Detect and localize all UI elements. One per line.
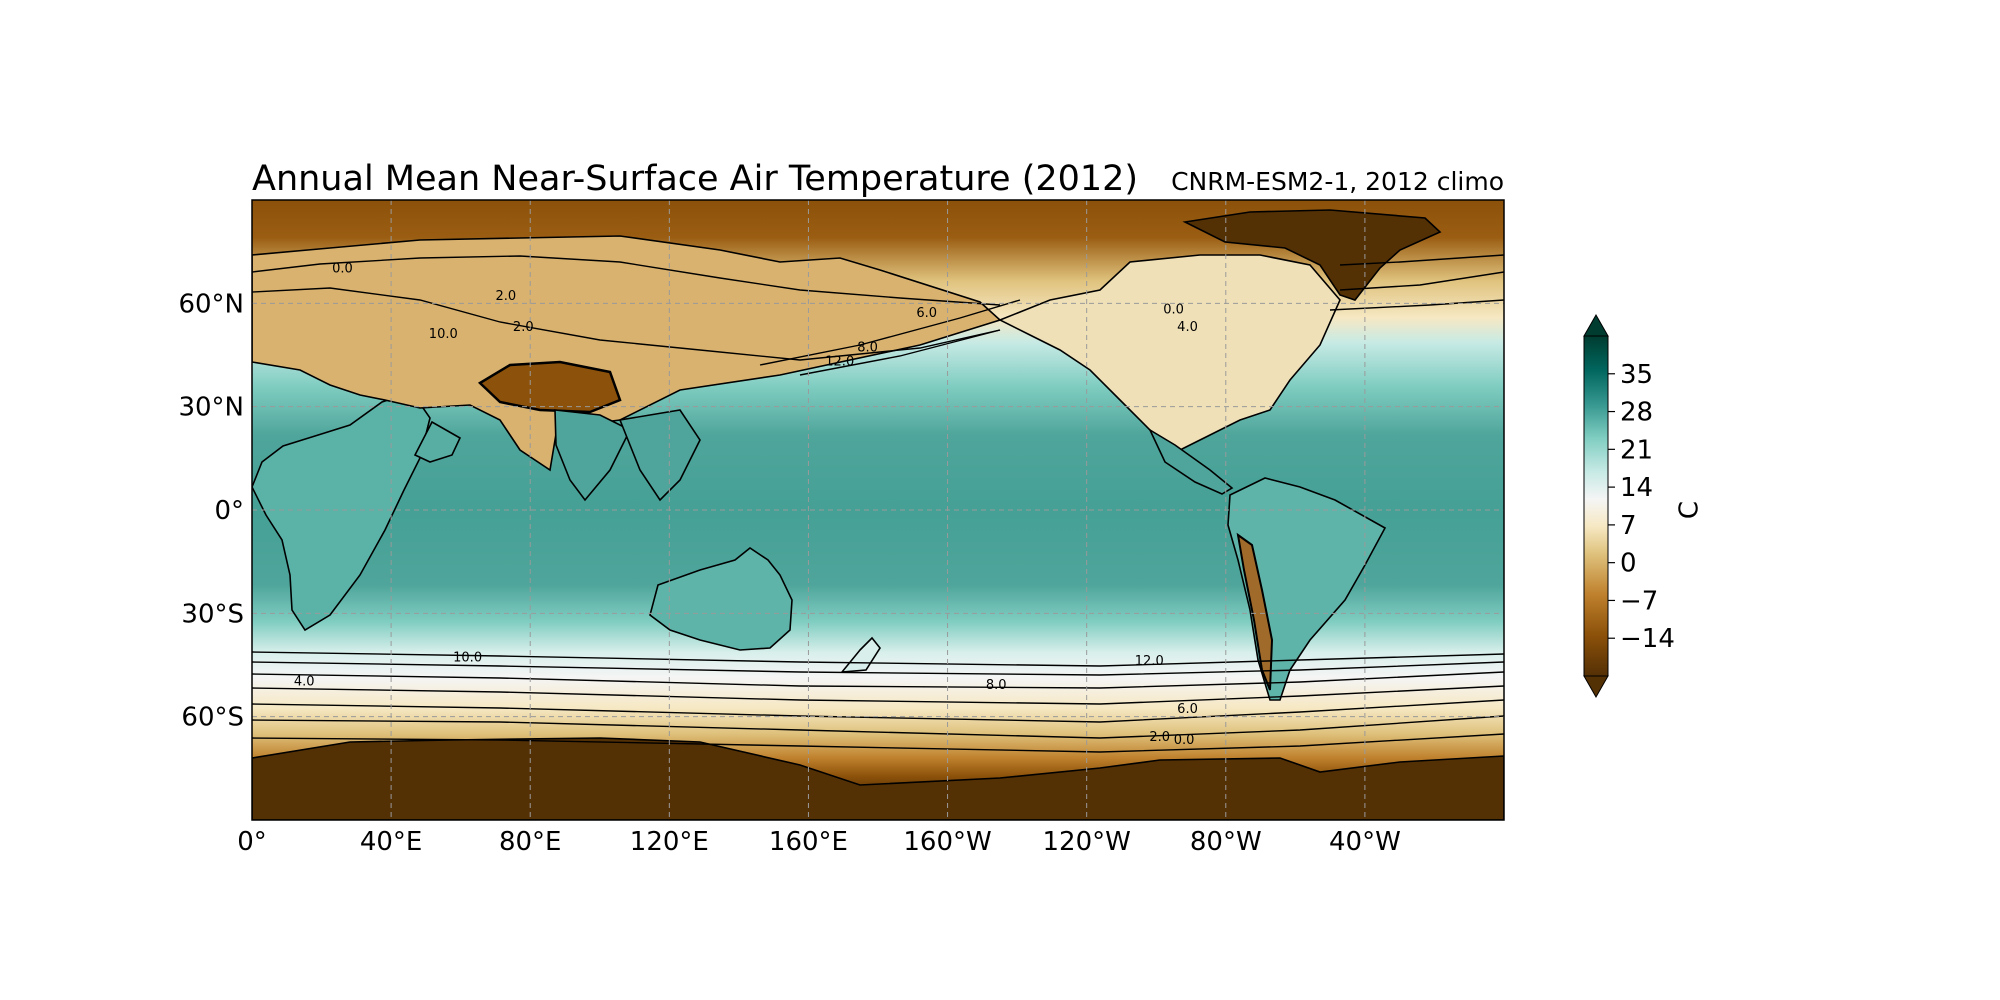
colorbar: 35 28 21 14 7 0 −7 −14 C bbox=[1583, 313, 1705, 699]
contour-line bbox=[252, 287, 1001, 361]
colorbar-tick-label: 35 bbox=[1620, 360, 1653, 390]
latitude-tick-label: 30°N bbox=[178, 393, 244, 423]
contour-line bbox=[252, 671, 1504, 689]
contour-value-label: 0.0 bbox=[332, 261, 353, 276]
longitude-tick-label: 120°E bbox=[630, 827, 709, 857]
contour-line bbox=[1329, 299, 1504, 311]
contour-value-label: 10.0 bbox=[429, 327, 458, 342]
longitude-tick-label: 40°E bbox=[360, 827, 423, 857]
longitude-tick-label: 80°E bbox=[499, 827, 562, 857]
longitude-tick-label: 160°E bbox=[769, 827, 848, 857]
latitude-tick-label: 30°S bbox=[181, 599, 244, 629]
contour-line bbox=[252, 715, 1504, 739]
map-title: Annual Mean Near-Surface Air Temperature… bbox=[252, 159, 1138, 199]
north-america-landmass bbox=[998, 254, 1341, 457]
colorbar-ticks: 35 28 21 14 7 0 −7 −14 bbox=[1608, 360, 1675, 654]
contour-value-label: 2.0 bbox=[513, 320, 534, 335]
contour-value-label: 4.0 bbox=[294, 675, 315, 690]
arabia-landmass bbox=[413, 420, 462, 463]
longitude-tick-label: 120°W bbox=[1042, 827, 1130, 857]
latitude-tick-label: 60°S bbox=[181, 703, 244, 733]
contour-line bbox=[252, 255, 1001, 306]
australia-landmass bbox=[649, 547, 793, 651]
longitude-tick-label: 80°W bbox=[1190, 827, 1262, 857]
longitude-tick-label: 0° bbox=[237, 827, 267, 857]
contour-line bbox=[252, 733, 1504, 753]
contour-line bbox=[799, 329, 1001, 376]
contour-lines bbox=[252, 254, 1504, 753]
southeast-asia-landmass bbox=[618, 409, 701, 502]
contour-value-label: 12.0 bbox=[825, 354, 854, 369]
colorbar-tick-label: 7 bbox=[1620, 511, 1637, 541]
contour-value-label: 8.0 bbox=[986, 678, 1007, 693]
colorbar-tick-label: 14 bbox=[1620, 473, 1653, 503]
colorbar-tick-label: 21 bbox=[1620, 435, 1653, 465]
colorbar-label: C bbox=[1675, 501, 1705, 519]
colorbar-body bbox=[1583, 335, 1609, 677]
landmasses bbox=[252, 209, 1504, 820]
contour-line bbox=[252, 661, 1504, 676]
contour-value-label: 0.0 bbox=[1163, 303, 1184, 318]
contour-line bbox=[252, 699, 1504, 723]
contour-value-label: 8.0 bbox=[857, 341, 878, 356]
contour-value-label: 2.0 bbox=[1149, 730, 1170, 745]
colorbar-tick-label: 0 bbox=[1620, 549, 1637, 579]
contour-line bbox=[1339, 271, 1504, 291]
contour-value-label: 2.0 bbox=[496, 289, 517, 304]
graticule bbox=[252, 200, 1504, 820]
tibet-cold-region bbox=[477, 360, 622, 414]
contour-value-label: 12.0 bbox=[1135, 654, 1164, 669]
map-panel: 0.02.010.0 2.06.08.012.00.04.010.04.0 8.01… bbox=[252, 200, 1504, 820]
latitude-tick-label: 0° bbox=[214, 496, 244, 526]
contour-line bbox=[252, 651, 1504, 667]
eurasia-landmass bbox=[252, 235, 1002, 472]
latitude-tick-labels: 60°N 30°N 0° 30°S 60°S bbox=[178, 289, 244, 732]
colorbar-extend-min bbox=[1583, 675, 1609, 699]
map-subtitle: CNRM-ESM2-1, 2012 climo bbox=[1171, 167, 1504, 196]
contour-labels: 0.02.010.0 2.06.08.012.00.04.010.04.0 8.01… bbox=[294, 261, 1198, 748]
colorbar-tick-label: 28 bbox=[1620, 398, 1653, 428]
colorbar-extend-max bbox=[1583, 313, 1609, 337]
new-zealand-landmass bbox=[840, 636, 881, 673]
longitude-tick-label: 40°W bbox=[1329, 827, 1401, 857]
longitude-tick-labels: 0° 40°E 80°E 120°E 160°E 160°W 120°W 80°W 40°W bbox=[237, 827, 1401, 857]
contour-value-label: 6.0 bbox=[916, 306, 937, 321]
central-america-landmass bbox=[1148, 427, 1234, 495]
andes-cold-ridge bbox=[1236, 532, 1274, 691]
contour-value-label: 6.0 bbox=[1177, 702, 1198, 717]
contour-line bbox=[252, 685, 1504, 705]
contour-line bbox=[759, 299, 1021, 366]
contour-value-label: 0.0 bbox=[1174, 733, 1195, 748]
greenland-landmass bbox=[1182, 209, 1442, 301]
map-frame bbox=[251, 199, 1505, 821]
contour-value-label: 4.0 bbox=[1177, 320, 1198, 335]
colorbar-tick-label: −14 bbox=[1620, 624, 1675, 654]
india-landmass bbox=[554, 409, 632, 502]
contour-value-label: 10.0 bbox=[453, 651, 482, 666]
africa-landmass bbox=[252, 391, 431, 632]
latitude-tick-label: 60°N bbox=[178, 289, 244, 319]
colorbar-tick-label: −7 bbox=[1620, 586, 1658, 616]
contour-line bbox=[1339, 254, 1504, 266]
longitude-tick-label: 160°W bbox=[903, 827, 991, 857]
antarctica-landmass bbox=[252, 737, 1504, 820]
